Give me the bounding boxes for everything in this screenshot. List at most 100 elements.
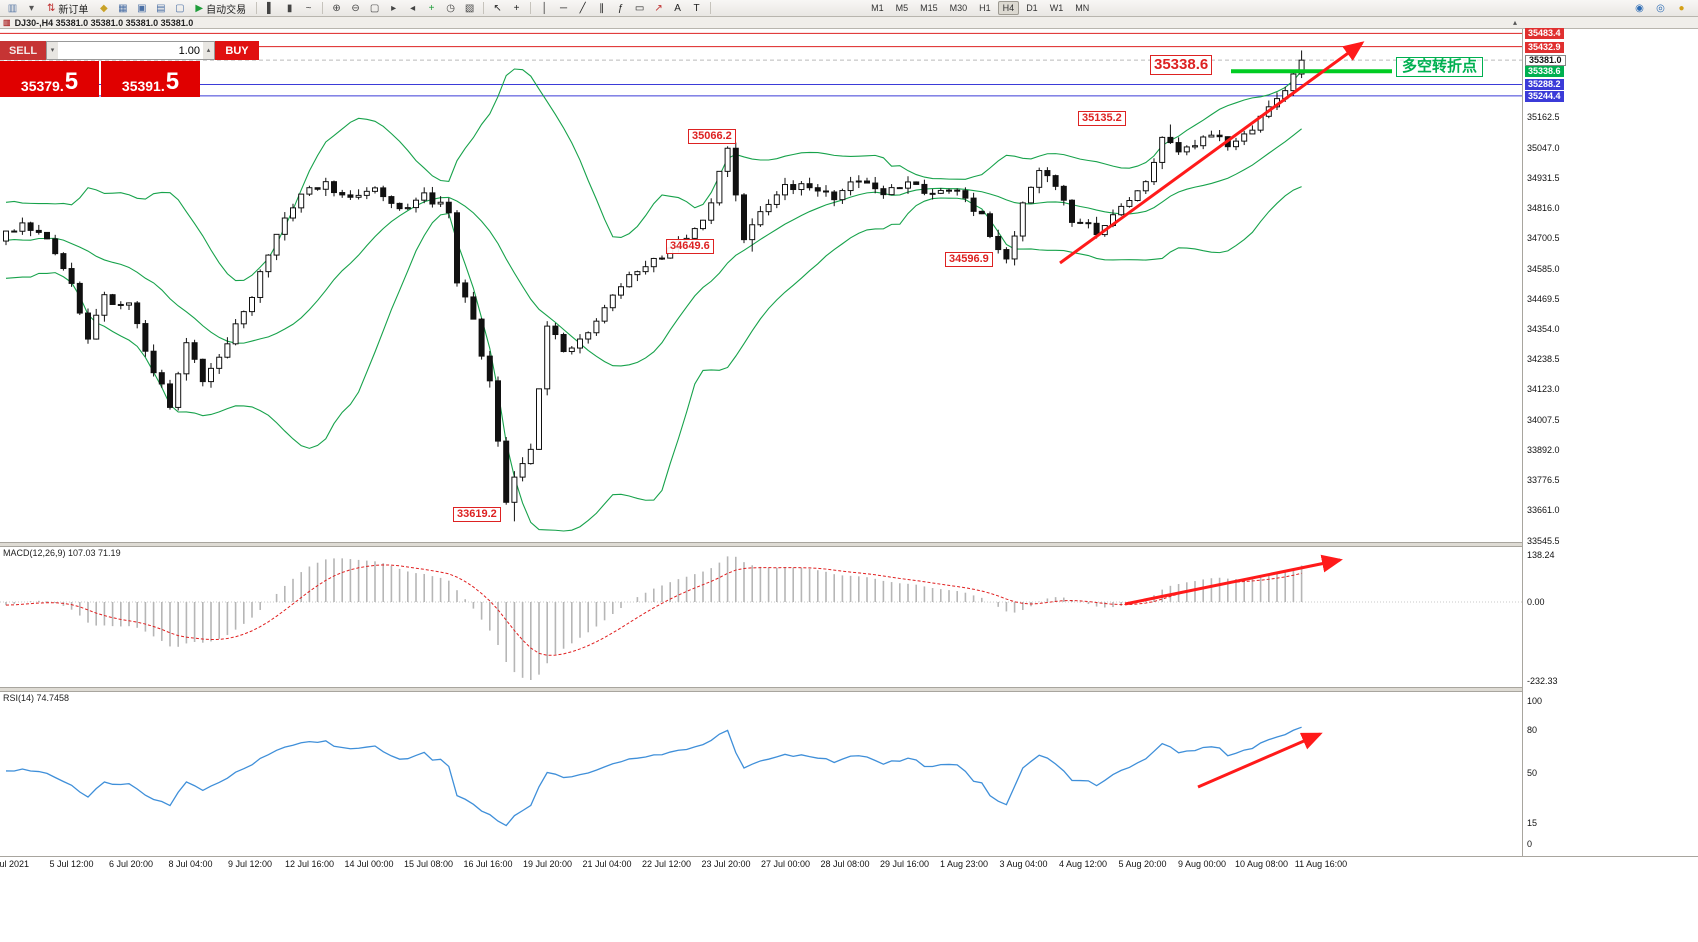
arrows-icon[interactable]: ↗ [650,1,667,16]
channel-icon-glyph: ∥ [599,2,605,14]
trade-prices-row: 35379. 5 35391. 5 [0,61,200,97]
candlestick-chart-icon-glyph: ▮ [286,2,293,14]
market-watch-icon-glyph: ▦ [118,2,128,14]
data-window-icon[interactable]: ▣ [133,1,150,16]
volume-decrease-icon[interactable]: ▾ [47,42,58,59]
tile-windows-icon[interactable]: ▢ [366,1,383,16]
templates-icon[interactable]: ▧ [461,1,478,16]
time-tick: 12 Jul 16:00 [284,859,335,869]
auto-scroll-icon-glyph: ▸ [391,2,397,14]
horizontal-line-icon[interactable]: ─ [555,1,572,16]
fibonacci-icon[interactable]: ƒ [612,1,629,16]
rsi-panel[interactable]: RSI(14) 74.7458 [0,692,1522,856]
timeframe-toolbar: M1 M5 M15 M30 H1 H4 D1 W1 MN [865,1,1095,15]
timeframe-mn[interactable]: MN [1075,3,1090,13]
price-tick: 34700.5 [1527,233,1560,244]
timeframe-h4[interactable]: H4 [997,1,1020,15]
price-chart[interactable]: SELL ▾ ▴ BUY 35379.5 35391.5 35066.2 3464… [0,29,1522,542]
alerts-icon[interactable]: ● [1678,2,1685,14]
vertical-line-icon[interactable]: │ [536,1,553,16]
new-chart-icon[interactable]: ▥ [4,1,21,16]
new-order-button[interactable]: ⇅ 新订单 [42,1,93,16]
time-tick: 11 Aug 16:00 [1294,859,1348,869]
price-flag-label[interactable]: 35135.2 [1078,111,1126,126]
rsi-axis-value: 100 [1527,696,1543,706]
market-watch-icon[interactable]: ▦ [114,1,131,16]
time-tick: 8 Jul 04:00 [168,859,213,869]
timeframe-m1[interactable]: M1 [871,3,884,13]
timeframe-m15[interactable]: M15 [920,3,938,13]
terminal-icon[interactable]: ▢ [171,1,188,16]
price-flag-label[interactable]: 35066.2 [688,129,736,144]
price-tag: 35483.4 [1525,28,1564,40]
price-tick: 34816.0 [1527,203,1560,214]
time-tick: 23 Jul 20:00 [701,859,751,869]
metaeditor-icon[interactable]: ◆ [95,1,112,16]
fibonacci-icon-glyph: ƒ [617,2,624,14]
rsi-axis-value: 0 [1527,839,1533,849]
data-window-icon-glyph: ▣ [137,2,147,14]
autotrading-button[interactable]: ▶ 自动交易 [190,1,251,16]
text-icon[interactable]: A [669,1,686,16]
chart-shift-icon[interactable]: ◂ [404,1,421,16]
volume-input[interactable] [58,42,203,59]
price-tick: 33545.5 [1527,535,1560,546]
timeframe-m30[interactable]: M30 [949,3,968,13]
volume-increase-icon[interactable]: ▴ [203,42,214,59]
rsi-axis-value: 50 [1527,768,1538,778]
candlestick-chart-icon[interactable]: ▮ [281,1,298,16]
macd-panel[interactable]: MACD(12,26,9) 107.03 71.19 [0,547,1522,687]
price-flag-label[interactable]: 35338.6 [1150,55,1213,75]
cursor-icon[interactable]: ↖ [489,1,506,16]
price-tick: 34123.0 [1527,384,1560,395]
new-chart-icon-glyph: ▥ [7,2,18,14]
time-tick: 9 Jul 12:00 [227,859,273,869]
periods-icon[interactable]: ◷ [442,1,459,16]
chart-symbol-icon: ▥ [3,18,11,27]
bar-chart-icon[interactable]: ▌ [262,1,279,16]
buy-button[interactable]: BUY [215,41,259,60]
price-flag-label[interactable]: 33619.2 [453,507,501,522]
zoom-in-icon-glyph: ⊕ [332,2,341,14]
community-icon[interactable]: ◉ [1635,2,1644,14]
price-axis[interactable]: 35162.5 35047.0 34931.5 34816.0 34700.5 34585… [1522,28,1698,856]
indicators-icon[interactable]: + [423,1,440,16]
price-tick: 34931.5 [1527,172,1560,183]
buy-price[interactable]: 35391. 5 [101,61,200,97]
zoom-in-icon[interactable]: ⊕ [328,1,345,16]
zoom-out-icon-glyph: ⊖ [351,2,360,14]
price-tick: 35162.5 [1527,112,1560,123]
time-tick: 22 Jul 12:00 [641,859,692,869]
annotation-note[interactable]: 多空转折点 [1396,57,1484,77]
timeframe-h1[interactable]: H1 [979,3,991,13]
sell-price[interactable]: 35379. 5 [0,61,99,97]
crosshair-icon[interactable]: + [508,1,525,16]
channel-icon[interactable]: ∥ [593,1,610,16]
trendline-icon[interactable]: ╱ [574,1,591,16]
panel-separator[interactable] [0,687,1698,692]
price-flag-label[interactable]: 34649.6 [666,239,714,254]
auto-scroll-icon[interactable]: ▸ [385,1,402,16]
time-axis[interactable]: Jul 2021 5 Jul 12:00 6 Jul 20:00 8 Jul 04:0… [0,856,1698,872]
time-tick: 3 Aug 04:00 [999,859,1048,869]
line-chart-icon[interactable]: ~ [300,1,317,16]
sell-button[interactable]: SELL [0,41,46,60]
shapes-icon[interactable]: ▭ [631,1,648,16]
navigator-icon[interactable]: ▤ [152,1,169,16]
price-tick: 35047.0 [1527,142,1560,153]
time-tick: 16 Jul 16:00 [463,859,513,869]
panel-separator[interactable] [0,542,1698,547]
time-tick: 4 Aug 12:00 [1058,859,1108,869]
price-tick: 33776.5 [1527,475,1560,486]
timeframe-m5[interactable]: M5 [895,3,909,13]
zoom-out-icon[interactable]: ⊖ [347,1,364,16]
terminal-icon-glyph: ▢ [175,2,185,14]
timeframe-w1[interactable]: W1 [1049,3,1064,13]
chart-dropdown-icon[interactable]: ▾ [23,1,40,16]
price-flag-label[interactable]: 34596.9 [945,252,993,267]
search-icon[interactable]: ◎ [1656,2,1665,14]
timeframe-d1[interactable]: D1 [1026,3,1038,13]
toolbar-separator [530,2,532,14]
scroll-up-icon[interactable]: ▴ [1512,18,1517,27]
text-label-icon[interactable]: T [688,1,705,16]
